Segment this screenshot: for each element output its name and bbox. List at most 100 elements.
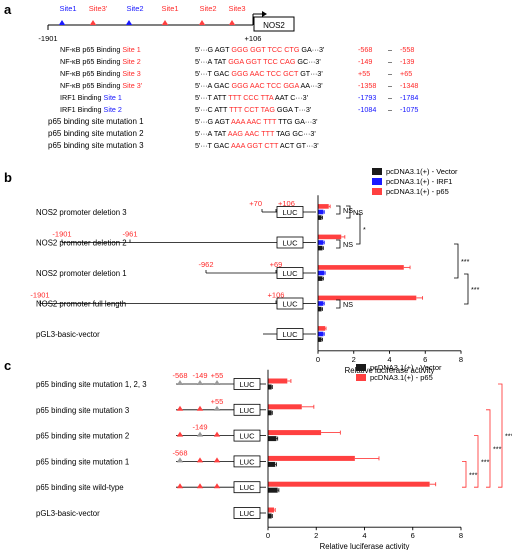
coord-end: -1075 bbox=[400, 105, 418, 114]
sequence-core: AAA AAC TTT bbox=[231, 117, 277, 126]
significance-label: *** bbox=[481, 457, 490, 466]
coord-start: -568 bbox=[358, 45, 372, 54]
category-label: p65 binding site mutation 2 bbox=[36, 432, 129, 441]
site-marker-icon bbox=[198, 20, 206, 25]
coord-dash: – bbox=[388, 93, 392, 102]
x-tick-label: 8 bbox=[459, 531, 463, 540]
mutated-site-icon bbox=[176, 380, 184, 385]
row-sequence: 5'···T ATT TTT CCC TTA AAT C···3' bbox=[195, 93, 309, 102]
bar bbox=[268, 455, 355, 461]
x-axis-title: Relative luciferase activity bbox=[320, 542, 410, 550]
mutation-coord: +55 bbox=[211, 371, 224, 380]
site-label: Site1 bbox=[59, 4, 76, 13]
luc-label: LUC bbox=[282, 239, 298, 248]
tss-arrow-icon bbox=[262, 11, 267, 17]
luc-label: LUC bbox=[239, 483, 255, 492]
significance-bracket bbox=[336, 239, 341, 249]
x-tick-label: 6 bbox=[411, 531, 415, 540]
x-tick-label: 2 bbox=[314, 531, 318, 540]
category-label: p65 binding site mutation 1 bbox=[36, 457, 129, 466]
legend-label: pcDNA3.1(+) - IRF1 bbox=[386, 177, 452, 186]
luc-label: LUC bbox=[282, 208, 298, 217]
sequence-pre: 5'···A TAT bbox=[195, 129, 228, 138]
row-name-site: Site 1 bbox=[104, 93, 122, 102]
bar bbox=[268, 410, 272, 416]
bar bbox=[318, 337, 322, 342]
category-label: NOS2 promoter deletion 3 bbox=[36, 208, 127, 217]
sequence-post: AA···3' bbox=[299, 81, 323, 90]
coord-end: -139 bbox=[400, 57, 414, 66]
luc-label: LUC bbox=[239, 380, 255, 389]
mutated-site-icon bbox=[213, 405, 221, 411]
category-label: p65 binding site wild-type bbox=[36, 483, 124, 492]
sequence-pre: 5'···T ATT bbox=[195, 93, 228, 102]
mutated-site-icon bbox=[213, 380, 221, 385]
sequence-core: GGG GGT TCC CTG bbox=[231, 45, 299, 54]
row-name-text: NF-κB p65 Binding bbox=[60, 45, 122, 54]
bar bbox=[318, 234, 342, 240]
significance-bracket bbox=[498, 383, 503, 488]
gene-box bbox=[253, 16, 295, 32]
legend-label: pcDNA3.1(+) - Vector bbox=[386, 167, 458, 176]
bar bbox=[268, 430, 322, 436]
coord-dash: – bbox=[388, 105, 392, 114]
sequence-post: GGA T···3' bbox=[275, 105, 312, 114]
sequence-post: AAT C···3' bbox=[273, 93, 308, 102]
binding-site-icon bbox=[176, 431, 184, 437]
row-name: IRF1 Binding Site 2 bbox=[60, 105, 122, 114]
right-coord: +106 bbox=[245, 34, 262, 43]
legend-swatch bbox=[372, 178, 382, 185]
mutation-coord: -149 bbox=[192, 423, 207, 432]
sequence-pre: 5'···T GAC bbox=[195, 69, 231, 78]
luc-label: LUC bbox=[282, 300, 298, 309]
legend-swatch bbox=[356, 374, 366, 381]
significance-label: *** bbox=[493, 445, 502, 454]
x-tick-label: 6 bbox=[423, 355, 427, 364]
bar bbox=[318, 306, 322, 312]
row-name-text: NF-κB p65 Binding bbox=[60, 69, 122, 78]
bar bbox=[268, 507, 275, 513]
sequence-core: AAA GGT CTT bbox=[231, 141, 279, 150]
mutation-coord: +55 bbox=[211, 397, 224, 406]
sequence-pre: 5'···A GAC bbox=[195, 81, 232, 90]
site-map: NOS2 -1901 +106 Site1 Site3' Site2 Site1 Site2 S… bbox=[38, 4, 295, 43]
mutated-site-icon bbox=[176, 457, 184, 463]
row-name-site: Site 3 bbox=[122, 69, 140, 78]
bar bbox=[268, 513, 272, 519]
coord-start: -1358 bbox=[358, 81, 376, 90]
panel-c-label: c bbox=[4, 358, 11, 373]
row-name-text: NF-κB p65 Binding bbox=[60, 57, 122, 66]
mutation-coord: -568 bbox=[172, 371, 187, 380]
coord-start: +55 bbox=[358, 69, 370, 78]
sequence-post: TTG GA···3' bbox=[276, 117, 318, 126]
coord-start: -149 bbox=[358, 57, 372, 66]
construct-end-coord: -961 bbox=[122, 230, 137, 239]
legend-label: pcDNA3.1(+) - p65 bbox=[370, 373, 433, 382]
bar bbox=[268, 487, 278, 493]
construct-end-coord: +69 bbox=[270, 260, 283, 269]
coord-end: -558 bbox=[400, 45, 414, 54]
coord-end: -1348 bbox=[400, 81, 418, 90]
coord-end: +65 bbox=[400, 69, 412, 78]
significance-label: *** bbox=[461, 257, 470, 266]
bar bbox=[268, 481, 430, 487]
category-label: NOS2 promoter deletion 2 bbox=[36, 239, 127, 248]
construct-end-coord: +106 bbox=[278, 199, 295, 208]
panel-b-label: b bbox=[4, 170, 12, 185]
bar bbox=[318, 265, 404, 270]
sequence-pre: 5'···T GAC bbox=[195, 141, 231, 150]
binding-site-icon bbox=[213, 457, 221, 463]
panel-a: a NOS2 -1901 +106 Site1 Site3' Site2 Site1 Site… bbox=[4, 2, 418, 150]
bar bbox=[268, 384, 272, 390]
row-name: NF-κB p65 Binding Site 3' bbox=[60, 81, 143, 90]
bar bbox=[268, 461, 276, 467]
bar bbox=[318, 301, 324, 306]
category-label: NOS2 promoter deletion 1 bbox=[36, 269, 127, 278]
bar bbox=[268, 404, 302, 410]
row-name: NF-κB p65 Binding Site 1 bbox=[60, 45, 141, 54]
row-name: NF-κB p65 Binding Site 2 bbox=[60, 57, 141, 66]
legend-label: pcDNA3.1(+) - Vector bbox=[370, 363, 442, 372]
